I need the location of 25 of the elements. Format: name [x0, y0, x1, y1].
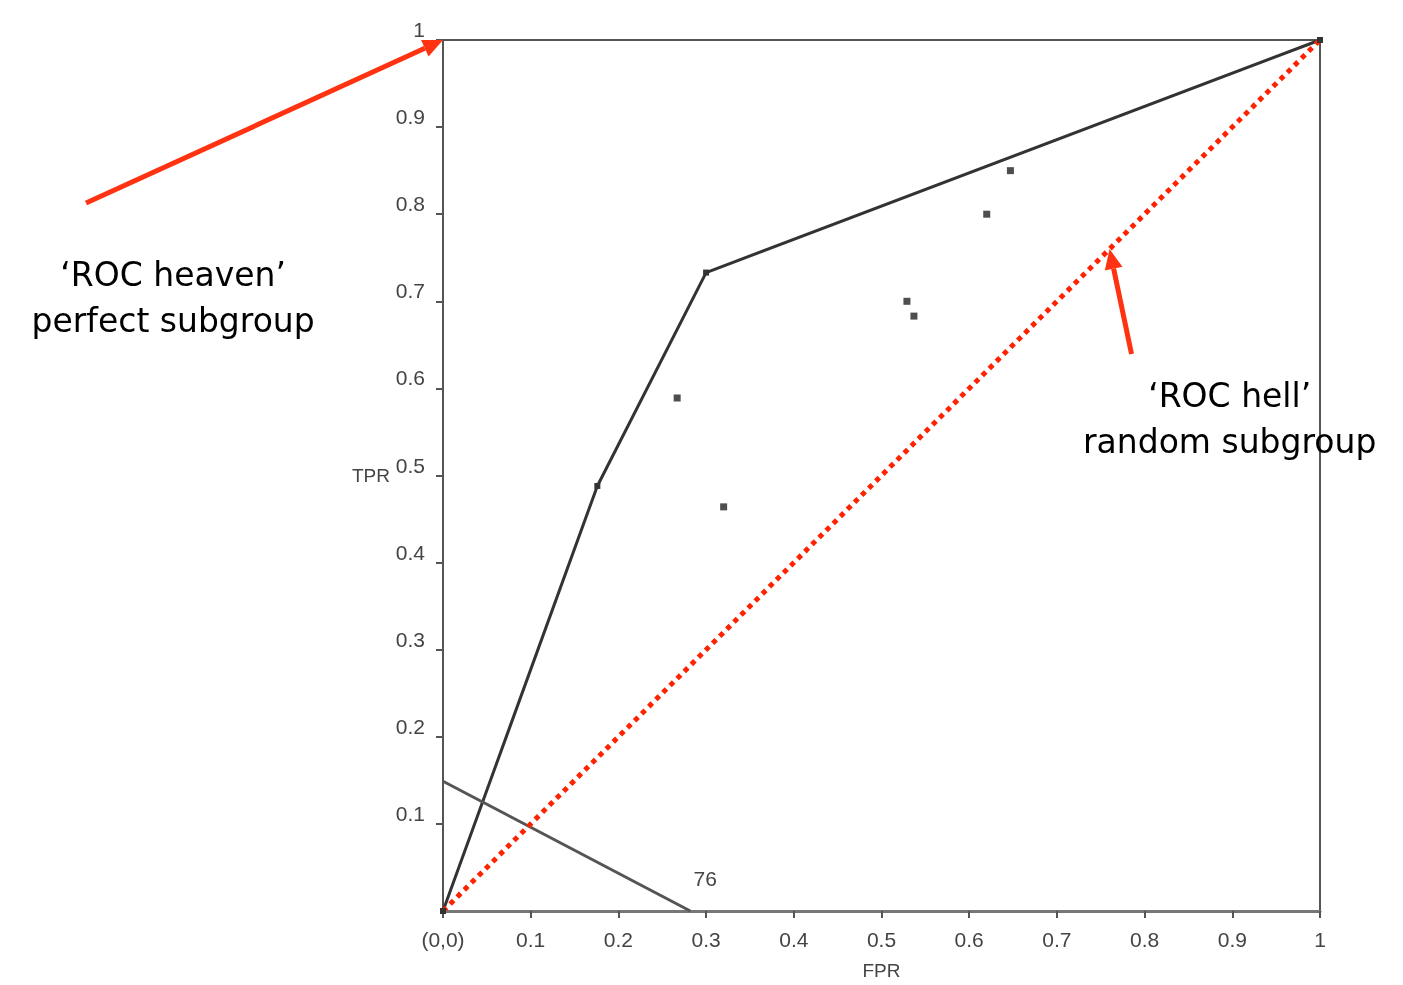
x-axis-title: FPR — [862, 960, 901, 981]
y-tick-label: 1 — [413, 18, 425, 41]
x-tick-label: 0.9 — [1217, 928, 1247, 951]
x-tick-label: 0.4 — [779, 928, 809, 951]
x-tick-label: 0.1 — [516, 928, 546, 951]
y-tick-label: 0.8 — [395, 192, 425, 216]
y-tick-label: 0.1 — [395, 801, 425, 825]
y-axis-title: TPR — [351, 465, 390, 486]
text: ‘ROC heaven’ perfect subgroup — [31, 254, 315, 342]
x-tick-label: 0.6 — [954, 928, 984, 951]
y-tick-label: 0.3 — [395, 627, 425, 651]
x-tick-label: 0.7 — [1042, 928, 1072, 951]
y-tick-label: 0.6 — [395, 366, 425, 390]
x-tick-label: 0.5 — [866, 928, 897, 951]
y-tick-label: 0.2 — [395, 714, 425, 738]
x-tick-label: 0.2 — [603, 928, 633, 951]
y-tick-label: 0.7 — [395, 279, 425, 303]
x-tick-label: (0,0) — [421, 928, 465, 951]
y-tick-label: 0.9 — [395, 105, 425, 129]
x-tick-label: 0.3 — [691, 928, 721, 951]
x-tick-label: 1 — [1314, 928, 1326, 951]
annotation: 76 — [693, 867, 717, 891]
y-tick-label: 0.4 — [395, 540, 426, 564]
x-tick-label: 0.8 — [1130, 928, 1160, 951]
y-tick-label: 0.5 — [395, 453, 425, 477]
